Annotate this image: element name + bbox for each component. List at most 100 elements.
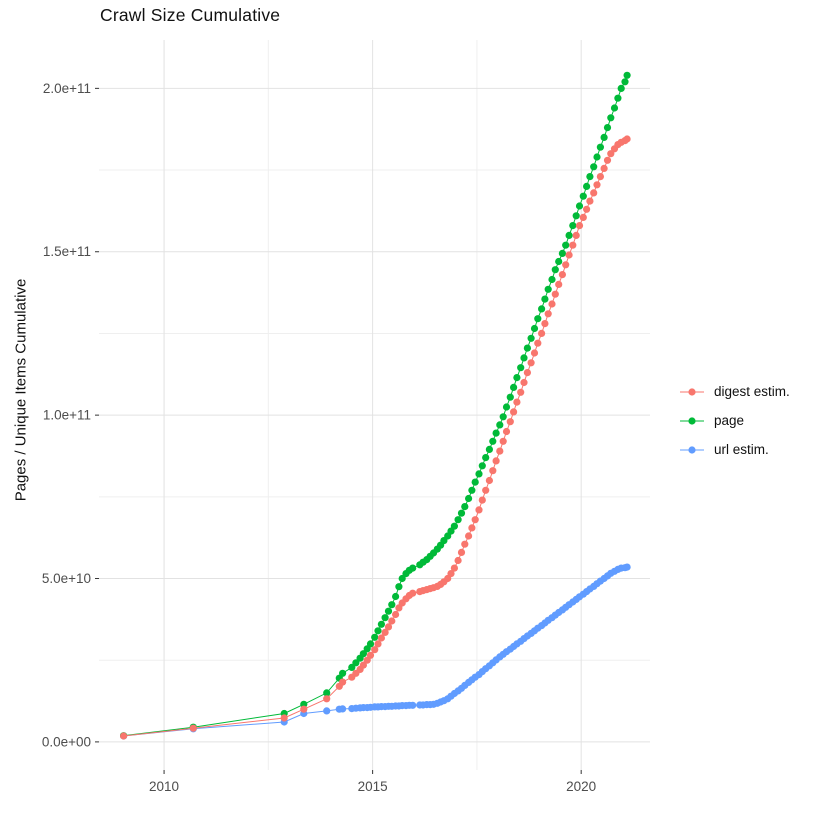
data-point: [623, 135, 631, 143]
data-point: [607, 114, 615, 122]
legend-item-page: page: [678, 406, 790, 435]
data-point: [352, 659, 360, 667]
data-point: [506, 418, 514, 426]
data-point: [323, 689, 331, 697]
data-point: [377, 620, 385, 628]
data-point: [489, 467, 497, 475]
data-point: [384, 623, 393, 631]
series-page: [120, 71, 631, 740]
legend-key-icon: [680, 416, 704, 425]
data-point: [323, 707, 331, 715]
data-point: [579, 192, 587, 200]
data-point: [509, 383, 518, 391]
data-point: [565, 231, 573, 239]
data-point: [499, 437, 507, 445]
data-point: [534, 315, 542, 323]
legend: digest estim. page url estim.: [678, 377, 790, 464]
data-point: [339, 705, 347, 713]
data-point: [348, 663, 356, 672]
data-point: [513, 398, 521, 406]
data-point: [530, 349, 539, 357]
data-point: [555, 280, 563, 288]
legend-item-digest-estim: digest estim.: [678, 377, 790, 406]
data-point: [388, 617, 396, 625]
data-point: [541, 295, 549, 303]
y-tick-label: 5.0e+10: [42, 571, 91, 586]
data-point: [513, 374, 521, 382]
data-point: [384, 607, 393, 615]
data-point: [499, 413, 507, 421]
data-point: [621, 78, 629, 86]
data-point: [569, 222, 577, 230]
data-point: [596, 173, 605, 181]
data-point: [478, 462, 486, 470]
data-point: [465, 532, 473, 540]
data-point: [392, 592, 400, 601]
data-point: [339, 678, 347, 686]
data-point: [502, 403, 511, 411]
data-point: [323, 695, 331, 703]
data-point: [482, 454, 490, 462]
chart-title: Crawl Size Cumulative: [100, 5, 281, 25]
data-point: [579, 213, 587, 221]
data-point: [527, 334, 535, 342]
data-point: [544, 310, 552, 318]
data-point: [492, 429, 500, 437]
data-point: [450, 522, 458, 530]
series-digest-estim: [120, 135, 631, 740]
data-point: [120, 732, 128, 740]
data-point: [527, 359, 535, 367]
data-point: [623, 563, 631, 571]
data-point: [475, 506, 483, 514]
legend-item-url-estim: url estim.: [678, 435, 790, 464]
data-point: [607, 150, 615, 158]
data-point: [586, 173, 594, 181]
data-point: [359, 650, 367, 658]
data-point: [461, 503, 469, 511]
data-point: [392, 610, 400, 619]
y-tick-label: 1.5e+11: [43, 244, 91, 259]
data-point: [496, 421, 504, 429]
data-point: [398, 574, 406, 583]
data-point: [593, 181, 601, 189]
data-point: [374, 640, 382, 648]
legend-item-label: url estim.: [714, 442, 769, 457]
data-point: [509, 408, 518, 416]
data-point: [339, 669, 347, 677]
data-point: [572, 231, 580, 239]
data-point: [280, 714, 288, 722]
data-point: [409, 564, 417, 572]
data-point: [541, 320, 549, 328]
data-point: [520, 378, 528, 387]
data-point: [523, 369, 532, 377]
data-point: [614, 94, 622, 102]
data-point: [551, 290, 559, 298]
data-point: [562, 261, 570, 269]
data-point: [548, 275, 556, 284]
data-point: [409, 701, 417, 709]
data-point: [538, 305, 546, 313]
axis-ticks: [95, 87, 582, 774]
data-point: [565, 251, 573, 259]
data-point: [461, 540, 469, 548]
data-point: [454, 516, 462, 524]
data-point: [593, 153, 601, 161]
data-point: [520, 354, 528, 362]
y-tick-label: 2.0e+11: [43, 81, 91, 96]
data-point: [371, 646, 379, 654]
data-point: [475, 470, 483, 478]
data-point: [572, 212, 580, 220]
data-point: [381, 614, 389, 622]
data-point: [366, 651, 375, 659]
data-point: [489, 437, 497, 445]
data-point: [523, 344, 532, 352]
data-point: [395, 583, 403, 591]
data-point: [558, 271, 567, 279]
legend-item-label: digest estim.: [714, 384, 790, 399]
data-point: [600, 133, 608, 141]
data-point: [485, 476, 493, 485]
data-point: [555, 257, 563, 266]
data-point: [575, 222, 584, 230]
y-tick-label: 0.0e+00: [42, 734, 91, 749]
